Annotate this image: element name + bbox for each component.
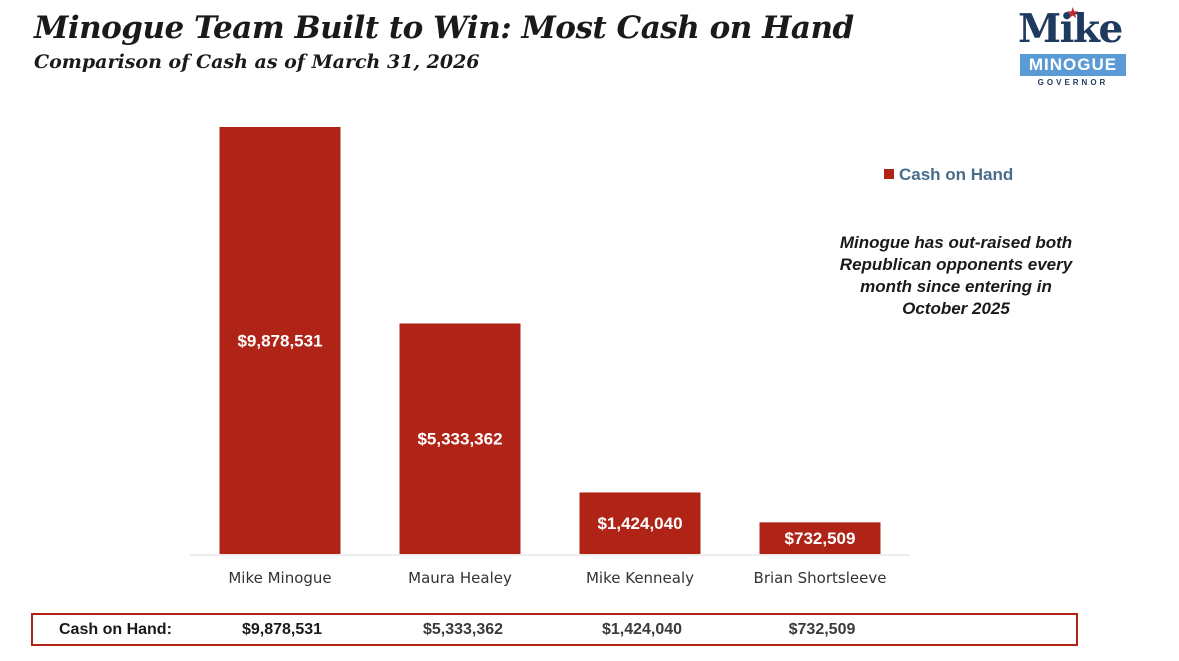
data-label-minogue: $9,878,531 bbox=[237, 332, 322, 351]
table-row-label: Cash on Hand: bbox=[59, 621, 172, 638]
table-value-shortsleeve: $732,509 bbox=[788, 621, 856, 638]
category-label-kennealy: Mike Kennealy bbox=[586, 569, 694, 587]
logo-office: GOVERNOR bbox=[1037, 78, 1109, 87]
table-value-minogue: $9,878,531 bbox=[241, 621, 323, 638]
category-label-shortsleeve: Brian Shortsleeve bbox=[754, 569, 887, 587]
logo-first-name: Mike bbox=[1018, 6, 1123, 52]
summary-table: Cash on Hand: $9,878,531 $5,333,362 $1,4… bbox=[31, 613, 1078, 646]
chart-title: Minogue Team Built to Win: Most Cash on … bbox=[34, 10, 854, 46]
bar-kennealy bbox=[579, 492, 701, 554]
data-label-healey: $5,333,362 bbox=[417, 430, 502, 449]
legend-swatch-icon bbox=[884, 169, 894, 179]
bar-shortsleeve bbox=[759, 522, 881, 554]
annotation-note: Minogue has out-raised both Republican o… bbox=[839, 233, 1073, 318]
legend-label: Cash on Hand bbox=[899, 165, 1014, 184]
bar-healey bbox=[399, 323, 521, 554]
data-label-kennealy: $1,424,040 bbox=[597, 514, 682, 533]
star-icon: ★ bbox=[1066, 4, 1080, 22]
chart-subtitle: Comparison of Cash as of March 31, 2026 bbox=[34, 51, 480, 73]
bar-minogue bbox=[219, 127, 341, 554]
data-label-shortsleeve: $732,509 bbox=[785, 529, 856, 548]
table-value-kennealy: $1,424,040 bbox=[601, 621, 683, 638]
category-label-minogue: Mike Minogue bbox=[228, 569, 331, 587]
legend: Cash on Hand bbox=[884, 165, 1013, 185]
campaign-logo: Mike ★ MINOGUE GOVERNOR bbox=[1016, 6, 1132, 90]
table-value-healey: $5,333,362 bbox=[422, 621, 504, 638]
category-label-healey: Maura Healey bbox=[408, 569, 512, 587]
logo-surname: MINOGUE bbox=[1020, 54, 1126, 76]
